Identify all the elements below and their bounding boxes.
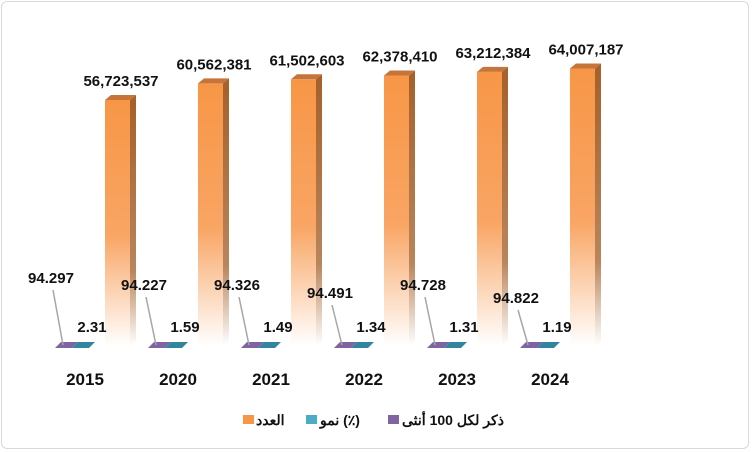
count-label: 62,378,410 (362, 49, 437, 66)
ratio-slab (520, 342, 543, 348)
count-bar-top (105, 94, 136, 100)
count-bar-top (384, 70, 415, 76)
ratio-slab (427, 342, 450, 348)
ratio-label: 94.491 (307, 285, 353, 302)
count-bar-top (477, 66, 508, 72)
legend-label-growth: نمو (٪) (319, 412, 360, 429)
ratio-leader-line (145, 296, 157, 346)
count-bar-top (570, 63, 601, 69)
ratio-label: 94.822 (493, 290, 539, 307)
x-tick-label: 2021 (252, 370, 290, 389)
count-bar-side (595, 63, 601, 346)
growth-label: 1.34 (356, 319, 386, 336)
count-bar-side (130, 94, 136, 347)
legend-swatch-growth (306, 415, 317, 424)
growth-slab (351, 342, 374, 348)
legend-label-ratio: ذكر لكل 100 أنثى (402, 410, 504, 429)
count-bar (105, 99, 130, 347)
count-bar-side (316, 74, 322, 347)
count-bar (477, 71, 502, 347)
growth-slab (72, 342, 95, 348)
growth-slab (444, 342, 467, 348)
count-label: 64,007,187 (548, 41, 623, 58)
ratio-leader-line (331, 304, 343, 346)
count-label: 60,562,381 (176, 56, 251, 73)
ratio-label: 94.297 (28, 270, 74, 287)
count-bar-side (409, 70, 415, 346)
ratio-slab (148, 342, 171, 348)
count-bar-top (198, 78, 229, 84)
legend-swatch-ratio (388, 415, 399, 424)
growth-slab (537, 342, 560, 348)
growth-label: 1.59 (170, 319, 199, 336)
ratio-slab (55, 342, 78, 348)
ratio-label: 94.227 (121, 277, 167, 294)
ratio-label: 94.326 (214, 277, 260, 294)
x-tick-label: 2024 (531, 370, 569, 389)
count-label: 63,212,384 (455, 45, 531, 62)
growth-label: 1.49 (263, 319, 292, 336)
count-bar (384, 75, 409, 346)
legend: العدد نمو (٪) ذكر لكل 100 أنثى (243, 410, 504, 429)
count-label: 61,502,603 (269, 52, 344, 69)
count-bar-side (502, 66, 508, 347)
ratio-leader-line (52, 289, 64, 346)
count-bar-top (291, 74, 322, 80)
growth-label: 2.31 (77, 319, 106, 336)
growth-label: 1.31 (449, 319, 478, 336)
x-tick-label: 2020 (159, 370, 197, 389)
count-bar (198, 83, 223, 346)
x-tick-label: 2023 (438, 370, 476, 389)
growth-label: 1.19 (542, 319, 571, 336)
ratio-leader-line (517, 309, 529, 346)
count-bar (570, 68, 595, 346)
legend-swatch-count (243, 415, 254, 424)
ratio-label: 94.728 (400, 277, 446, 294)
legend-label-count: العدد (256, 412, 285, 428)
count-bar-side (223, 78, 229, 346)
ratio-slab (334, 342, 357, 348)
count-bar (291, 79, 316, 347)
x-tick-label: 2022 (345, 370, 383, 389)
ratio-leader-line (238, 296, 250, 346)
growth-slab (258, 342, 281, 348)
count-label: 56,723,537 (83, 73, 158, 90)
growth-slab (165, 342, 188, 348)
ratio-leader-line (424, 296, 436, 346)
ratio-slab (241, 342, 264, 348)
x-tick-label: 2015 (66, 370, 104, 389)
